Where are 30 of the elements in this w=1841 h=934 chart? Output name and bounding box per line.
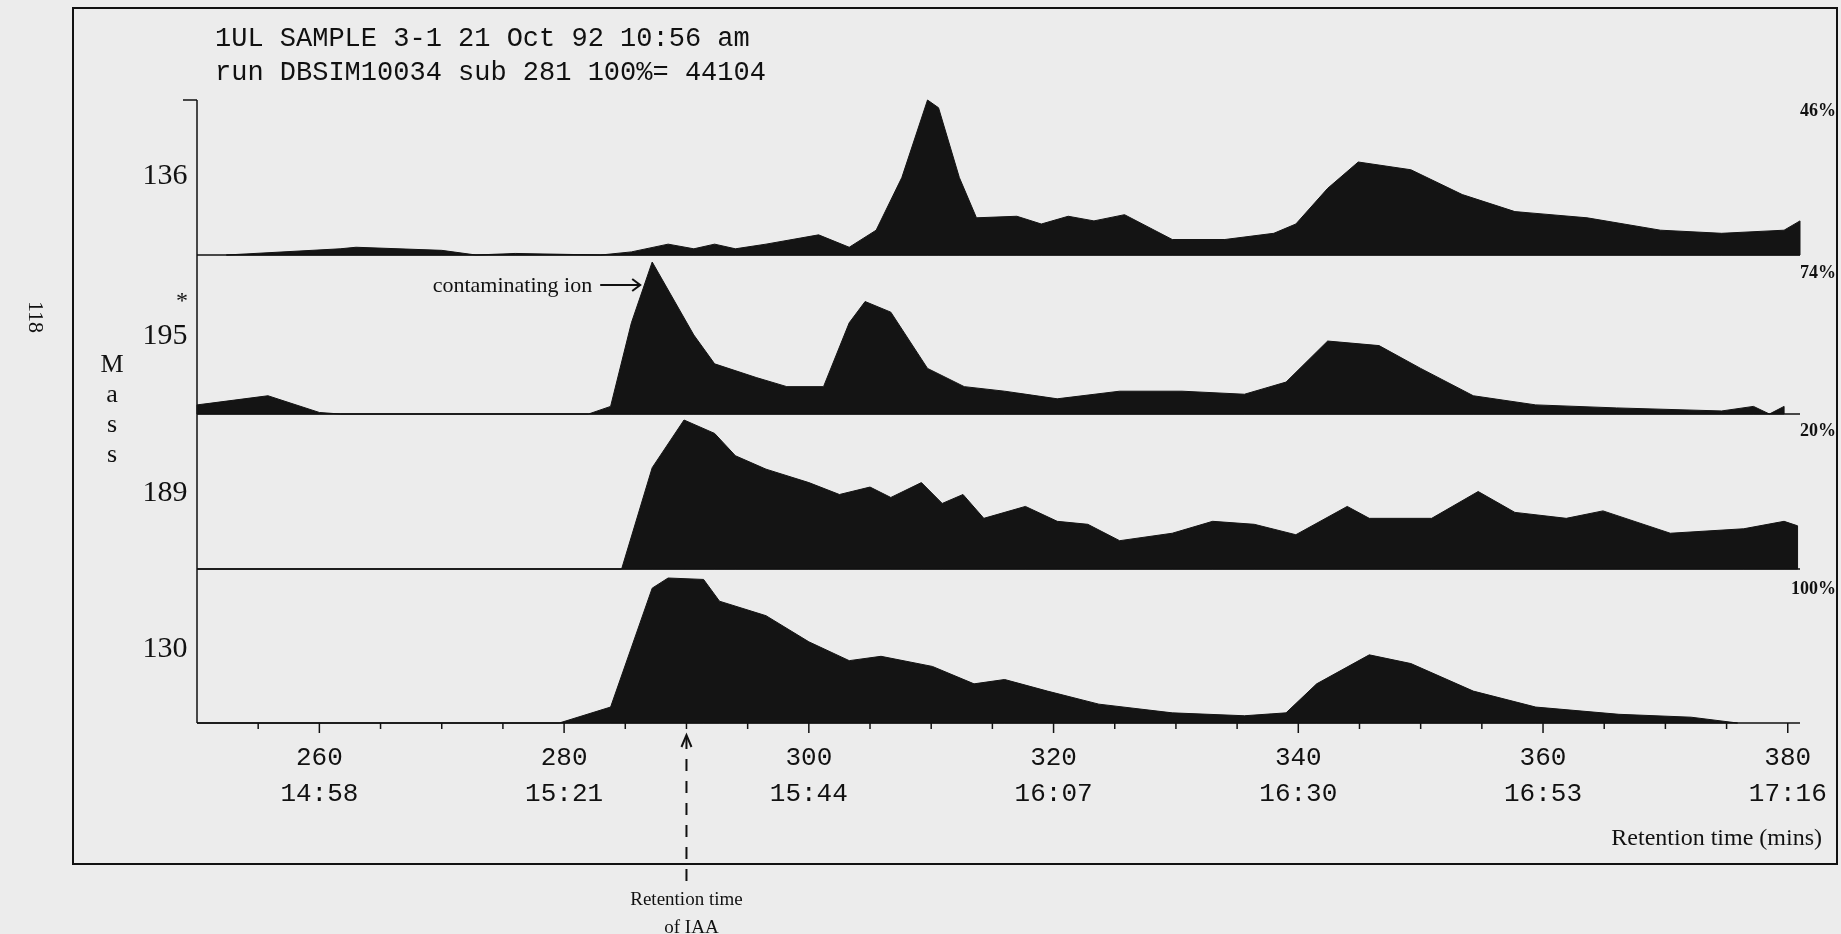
text: 46%	[1800, 100, 1836, 120]
x2-tick-label: 15:21	[525, 779, 604, 809]
ref-line-label: Retention time of IAA	[630, 888, 743, 934]
x2-tick-label: 16:07	[1014, 779, 1093, 809]
annotation: 100%	[1791, 578, 1836, 598]
text: Mass	[100, 349, 124, 468]
text: 74%	[1800, 262, 1836, 282]
x-tick-label: 300	[785, 743, 833, 773]
text: 118	[24, 300, 49, 334]
text: 20%	[1800, 420, 1836, 440]
y-axis-title: 195	[142, 317, 188, 350]
x-tick-label: 340	[1274, 743, 1322, 773]
x-tick-label: 320	[1030, 743, 1077, 773]
y-axis-title: 189	[142, 473, 188, 507]
y-axis-title: 136	[142, 156, 188, 190]
x2-tick-label: 17:16	[1748, 779, 1827, 809]
x-tick-label: 280	[540, 743, 588, 773]
x-tick-label: 380	[1764, 743, 1812, 773]
x-axis-title: Retention time (mins)	[1611, 824, 1822, 850]
x2-tick-label: 15:44	[769, 779, 848, 809]
x-tick-label: 360	[1519, 743, 1567, 773]
annotation: contaminating ion	[432, 272, 593, 297]
x2-tick-label: 16:30	[1259, 779, 1338, 809]
x2-tick-label: 14:58	[280, 779, 359, 809]
y-axis-title: 130	[142, 629, 188, 663]
x-tick-label: 260	[295, 743, 343, 773]
x2-tick-label: 16:53	[1504, 779, 1583, 809]
text: *	[176, 287, 188, 313]
chart-title: 1UL SAMPLE 3-1 21 Oct 92 10:56 am	[215, 24, 750, 54]
chart-subtitle: run DBSIM10034 sub 281 100%= 44104	[215, 58, 766, 88]
